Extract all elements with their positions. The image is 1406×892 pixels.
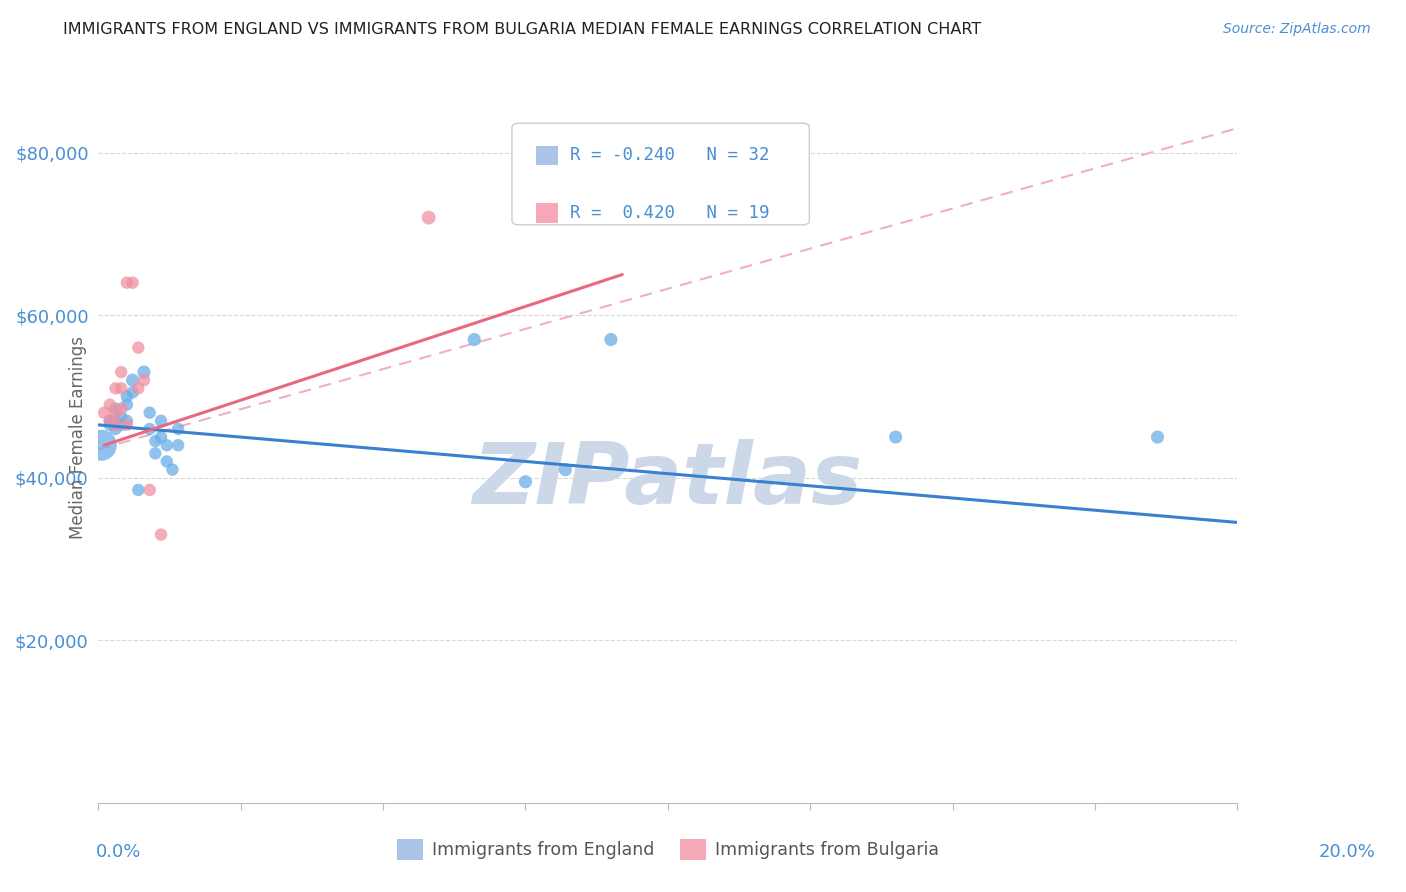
- Y-axis label: Median Female Earnings: Median Female Earnings: [69, 335, 87, 539]
- Point: [162, 462, 184, 476]
- Point: [167, 422, 190, 436]
- Point: [110, 401, 132, 416]
- Point: [600, 333, 623, 347]
- Point: [127, 381, 149, 395]
- Text: 20.0%: 20.0%: [1319, 843, 1375, 861]
- Point: [554, 462, 576, 476]
- Point: [98, 398, 121, 412]
- Point: [463, 333, 485, 347]
- Point: [150, 414, 173, 428]
- Point: [138, 422, 160, 436]
- Point: [145, 446, 167, 460]
- Point: [98, 414, 121, 428]
- Point: [515, 206, 537, 220]
- Point: [132, 373, 155, 387]
- Point: [98, 414, 121, 428]
- Point: [115, 276, 138, 290]
- Text: Source: ZipAtlas.com: Source: ZipAtlas.com: [1223, 22, 1371, 37]
- Point: [115, 398, 138, 412]
- Point: [156, 454, 179, 468]
- Point: [127, 341, 149, 355]
- Point: [115, 389, 138, 403]
- Point: [104, 381, 127, 395]
- Point: [150, 430, 173, 444]
- Point: [104, 417, 127, 432]
- Point: [104, 401, 127, 416]
- Point: [110, 365, 132, 379]
- Point: [110, 409, 132, 424]
- Text: IMMIGRANTS FROM ENGLAND VS IMMIGRANTS FROM BULGARIA MEDIAN FEMALE EARNINGS CORRE: IMMIGRANTS FROM ENGLAND VS IMMIGRANTS FR…: [63, 22, 981, 37]
- Point: [104, 422, 127, 436]
- Point: [121, 385, 143, 400]
- Point: [90, 438, 112, 452]
- Point: [884, 430, 907, 444]
- Text: R =  0.420   N = 19: R = 0.420 N = 19: [569, 204, 769, 222]
- Point: [145, 434, 167, 449]
- Point: [1146, 430, 1168, 444]
- Point: [138, 483, 160, 497]
- Point: [515, 475, 537, 489]
- Point: [121, 276, 143, 290]
- Point: [121, 373, 143, 387]
- Point: [98, 417, 121, 432]
- Legend: Immigrants from England, Immigrants from Bulgaria: Immigrants from England, Immigrants from…: [389, 832, 946, 867]
- Point: [110, 381, 132, 395]
- Point: [138, 406, 160, 420]
- Point: [115, 417, 138, 432]
- Point: [104, 414, 127, 428]
- Point: [104, 406, 127, 420]
- Point: [156, 438, 179, 452]
- Point: [132, 365, 155, 379]
- Point: [127, 483, 149, 497]
- Text: ZIPatlas: ZIPatlas: [472, 440, 863, 523]
- Point: [418, 211, 440, 225]
- Point: [167, 438, 190, 452]
- Point: [93, 406, 115, 420]
- Point: [110, 417, 132, 432]
- Point: [150, 527, 173, 541]
- Text: R = -0.240   N = 32: R = -0.240 N = 32: [569, 146, 769, 164]
- Text: 0.0%: 0.0%: [96, 843, 141, 861]
- Point: [115, 414, 138, 428]
